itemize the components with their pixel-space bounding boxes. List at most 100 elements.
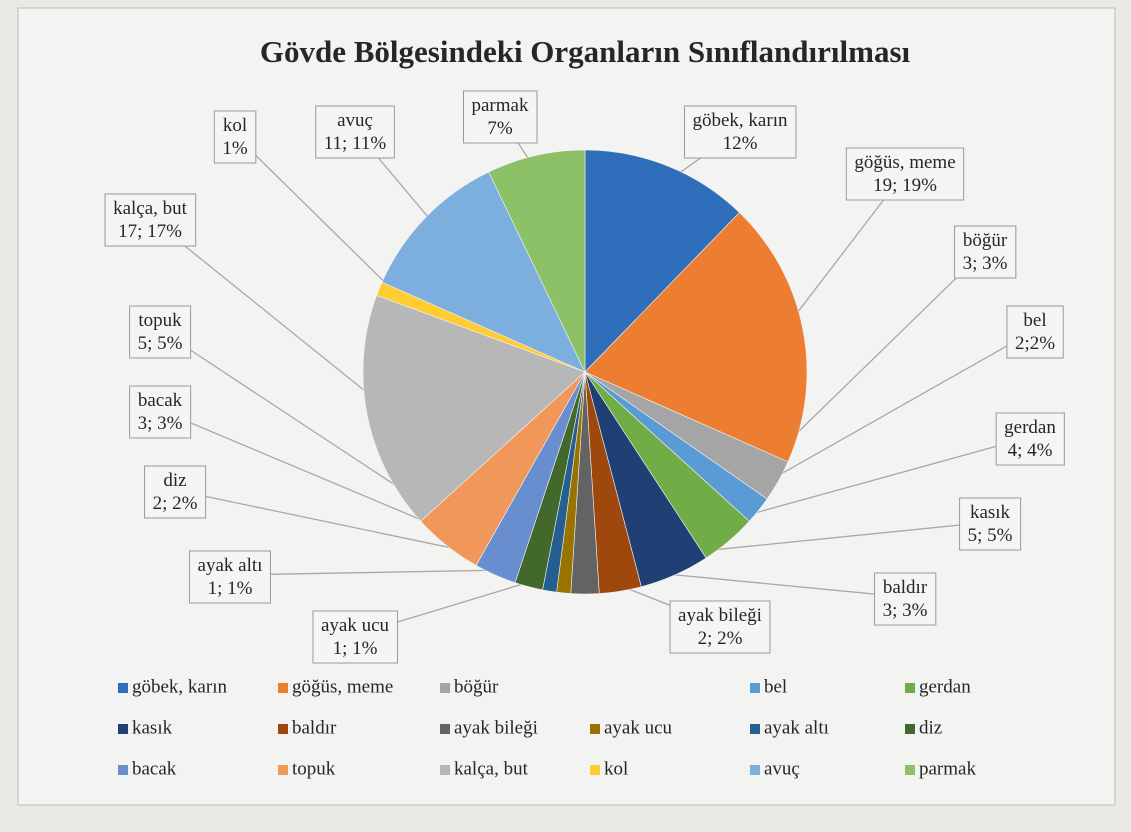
label-box [104,193,197,247]
label-value: 1% [222,138,248,159]
label-value: 1; 1% [333,638,378,659]
label-name: böğür [963,230,1008,251]
label-box [995,412,1065,466]
data-label: baldır 3; 3% [883,577,928,621]
label-box [312,610,399,664]
label-box [144,465,207,519]
data-label: böğür 3; 3% [963,230,1008,274]
legend-swatch [750,765,760,775]
legend-swatch [750,683,760,693]
label-value: 12% [723,133,758,154]
label-box [954,225,1017,279]
legend-swatch [590,765,600,775]
label-name: kalça, but [113,198,188,219]
legend-label: ayak ucu [604,717,673,738]
label-name: kol [223,115,247,136]
legend-swatch [118,724,128,734]
label-value: 3; 3% [883,600,928,621]
legend-label: avuç [764,758,800,779]
label-box [959,497,1022,551]
label-name: bel [1023,310,1046,331]
legend-swatch [278,765,288,775]
label-value: 3; 3% [138,413,183,434]
legend-swatch [118,765,128,775]
label-value: 17; 17% [118,221,182,242]
leader-line [149,217,390,411]
leader-line [740,329,1036,498]
label-name: ayak altı [198,555,263,576]
label-value: 4; 4% [1008,440,1053,461]
label-name: kasık [970,502,1011,523]
data-label: ayak altı 1; 1% [198,555,263,599]
label-value: 3; 3% [963,253,1008,274]
legend-label: ayak bileği [454,717,538,738]
label-box [463,90,538,144]
label-box [129,305,192,359]
label-name: göğüs, meme [854,152,955,173]
legend-label: böğür [454,676,499,697]
legend-label: kol [604,758,628,779]
data-label: ayak bileği 2; 2% [678,605,762,649]
legend-label: topuk [292,758,336,779]
data-label: göğüs, meme 19; 19% [854,152,955,196]
label-value: 2;2% [1015,333,1055,354]
label-value: 1; 1% [208,578,253,599]
legend-swatch [118,683,128,693]
label-value: 19; 19% [873,175,937,196]
label-box [669,600,771,654]
label-box [213,110,257,164]
legend-label: parmak [919,758,976,779]
leader-line [234,134,401,298]
leader-line [665,521,991,556]
label-name: diz [163,470,186,491]
legend-label: ayak altı [764,717,829,738]
data-label: diz 2; 2% [153,470,198,514]
pie-slice [381,171,586,373]
legend-label: göğüs, meme [292,676,393,697]
label-box [189,550,271,604]
label-box [874,572,937,626]
label-value: 7% [487,118,513,139]
data-label: ayak ucu 1; 1% [321,615,390,659]
pie-slice [488,149,586,373]
data-label: parmak 7% [472,95,529,139]
label-box [845,147,965,201]
legend-label: diz [919,717,942,738]
label-box [129,385,192,439]
label-name: baldır [883,577,928,598]
label-name: ayak bileği [678,605,762,626]
data-label: göbek, karın 12% [693,110,788,154]
label-box [315,105,395,159]
legend-label: gerdan [919,676,971,697]
label-name: parmak [472,95,529,116]
legend-label: bel [764,676,787,697]
label-name: avuç [337,110,373,131]
label-box [684,105,797,159]
data-label: kalça, but 17; 17% [113,198,188,242]
legend-label: baldır [292,717,337,738]
label-value: 2; 2% [153,493,198,514]
legend-swatch [905,765,915,775]
data-label: gerdan 4; 4% [1004,417,1056,461]
legend-swatch [440,683,450,693]
legend-swatch [440,724,450,734]
label-value: 11; 11% [324,133,387,154]
label-value: 5; 5% [138,333,183,354]
legend-label: bacak [132,758,177,779]
data-label: kol 1% [222,115,248,159]
data-label: avuç 11; 11% [324,110,387,154]
label-name: bacak [138,390,183,411]
pie-slice [584,149,740,373]
legend-swatch [905,683,915,693]
legend-label: kalça, but [454,758,529,779]
chart-title: Gövde Bölgesindeki Organların Sınıflandı… [260,34,911,69]
data-label: bel 2;2% [1015,310,1055,354]
legend-swatch [905,724,915,734]
label-name: ayak ucu [321,615,390,636]
pie-slice [584,212,808,463]
legend-label: kasık [132,717,173,738]
label-value: 5; 5% [968,525,1013,546]
label-name: göbek, karın [693,110,788,131]
legend-swatch [278,683,288,693]
data-label: kasık 5; 5% [968,502,1013,546]
